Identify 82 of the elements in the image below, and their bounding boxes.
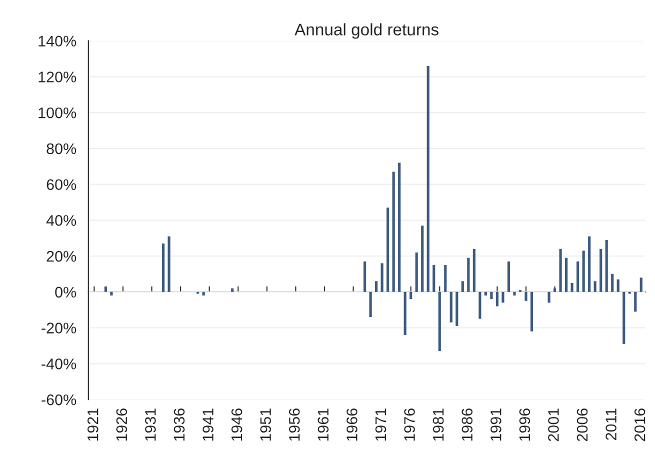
chart-title: Annual gold returns	[294, 23, 438, 39]
bar	[530, 292, 534, 332]
x-tick-label: 1926	[116, 408, 128, 441]
bar	[640, 278, 642, 292]
bar	[432, 265, 436, 292]
x-tick-label: 1971	[375, 408, 386, 441]
bar	[600, 248, 602, 292]
bar	[490, 292, 493, 300]
bar	[421, 226, 424, 292]
bar	[570, 282, 574, 292]
bar	[450, 292, 452, 322]
bar	[496, 292, 499, 306]
x-tick-label: 1981	[432, 408, 444, 441]
bar	[162, 244, 165, 292]
bar	[605, 240, 608, 292]
bar	[104, 286, 107, 292]
bar	[611, 274, 614, 292]
x-tick-label: 1956	[288, 408, 300, 441]
bar	[404, 292, 406, 335]
bar	[616, 279, 620, 292]
x-tick-label: 1976	[404, 408, 415, 441]
y-tick-label: 40%	[46, 215, 76, 226]
x-tick-label: 1941	[202, 408, 214, 441]
x-tick-label: 1951	[260, 408, 272, 441]
bar	[392, 172, 395, 292]
y-tick-label: -40%	[42, 358, 76, 370]
bar	[231, 288, 234, 292]
bar	[502, 292, 504, 303]
y-tick-label: 0%	[55, 286, 76, 298]
bar	[513, 292, 516, 296]
bar	[426, 66, 430, 292]
x-tick-label: 2006	[576, 408, 588, 442]
x-tick-label: 2016	[634, 408, 646, 442]
bar	[467, 258, 470, 292]
bar	[168, 236, 170, 292]
bar	[588, 236, 591, 292]
bar	[524, 292, 528, 301]
x-tick-label: 1986	[462, 408, 473, 441]
x-tick-label: 1936	[174, 408, 185, 441]
bar	[456, 292, 458, 326]
bar	[472, 248, 476, 292]
bar	[110, 292, 113, 296]
bar	[444, 265, 447, 292]
y-tick-label: 60%	[46, 179, 76, 190]
x-tick-label: 2001	[548, 408, 559, 442]
x-tick-label: 1966	[346, 408, 358, 441]
bar	[582, 250, 585, 292]
bar	[559, 248, 562, 292]
bar	[386, 208, 390, 292]
bar	[565, 258, 568, 292]
y-tick-label: 140%	[38, 36, 76, 47]
bar	[202, 292, 205, 296]
bar	[622, 292, 626, 344]
bar	[410, 292, 412, 300]
bar	[548, 292, 550, 303]
x-tick-label: 2011	[606, 408, 616, 440]
bar	[375, 281, 378, 292]
x-tick-label: 1996	[519, 408, 530, 441]
x-tick-label: 1921	[87, 408, 98, 441]
bar	[438, 292, 441, 352]
bar	[478, 292, 482, 319]
y-tick-label: 120%	[38, 72, 76, 82]
bar	[594, 281, 596, 292]
bar	[634, 292, 637, 312]
y-tick-label: 100%	[38, 107, 76, 118]
bar	[507, 261, 510, 292]
x-tick-label: 1946	[231, 408, 242, 441]
bar	[461, 281, 464, 292]
y-tick-label: -60%	[42, 394, 76, 406]
bar	[369, 292, 372, 318]
bar	[415, 252, 418, 292]
bar	[380, 263, 384, 292]
bar	[398, 162, 401, 292]
bar	[484, 292, 487, 296]
y-tick-label: -20%	[42, 322, 76, 334]
bar	[363, 261, 366, 292]
y-tick-label: 20%	[46, 250, 76, 262]
x-tick-label: 1991	[490, 408, 502, 441]
x-tick-label: 1931	[145, 408, 156, 441]
x-tick-label: 1961	[318, 408, 329, 441]
bar	[576, 261, 580, 292]
y-tick-label: 80%	[46, 143, 76, 154]
